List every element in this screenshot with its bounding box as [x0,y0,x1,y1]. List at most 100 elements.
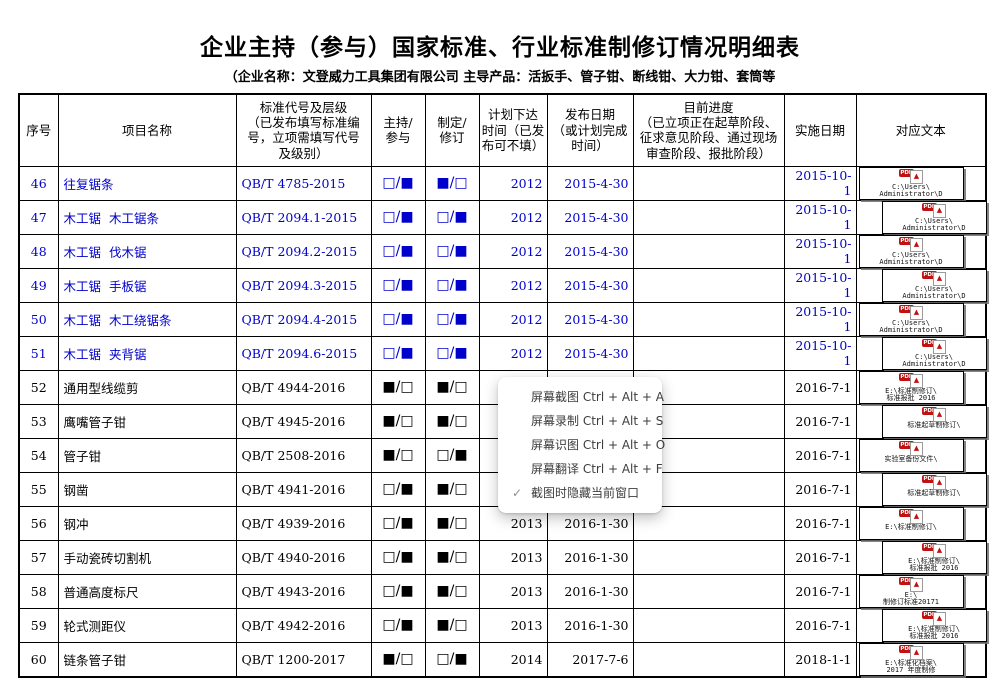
header-progress: 目前进度 （已立项正在起草阶段、 征求意见阶段、通过现场 审查阶段、报批阶段） [632,93,785,167]
pdf-attachment-object[interactable]: PDF ▲ E:\标准化档案\ 2017 年度制修 [858,642,964,676]
project-name-cell: 管子钳 [57,437,237,473]
pdf-attachment-object[interactable]: PDF ▲ 标准起草制修订\ [881,404,987,438]
publish-date-cell: 2015-4-30 [546,267,634,303]
formulate-revise-cell: □/■ [424,437,480,473]
pdf-icon: PDF ▲ [899,304,923,320]
context-menu: 屏幕截图 Ctrl + Alt + A 屏幕录制 Ctrl + Alt + S … [498,377,666,513]
pdf-attachment-object[interactable]: PDF ▲ E:\标准制修订\ 标准报批 2016 [881,608,987,642]
header-document: 对应文本 [855,93,987,167]
standards-table: 序号 项目名称 标准代号及层级 （已发布填写标准编 号，立项需填写代号 及级别）… [18,93,987,678]
pdf-file-path: C:\Users\ Administrator\D [902,284,966,300]
pdf-banner: PDF [922,202,937,211]
serial-cell: 57 [18,539,59,575]
host-participate-cell: □/■ [370,165,426,201]
formulate-revise-cell: □/■ [424,301,480,337]
pdf-banner: PDF [899,440,914,449]
document-cell: PDF ▲ C:\Users\ Administrator\D [855,335,987,371]
publish-date-cell: 2015-4-30 [546,301,634,337]
pdf-attachment-object[interactable]: PDF ▲ C:\Users\ Administrator\D [881,268,987,302]
progress-cell [632,233,785,269]
pdf-attachment-object[interactable]: PDF ▲ E:\标准制修订\ 标准报批 2016 [858,370,964,404]
standard-code-cell: QB/T 4785-2015 [235,165,372,201]
plan-time-cell: 2014 [478,641,548,677]
standard-code-cell: QB/T 2094.2-2015 [235,233,372,269]
pdf-attachment-object[interactable]: PDF ▲ C:\Users\ Administrator\D [858,234,964,268]
host-participate-cell: □/■ [370,233,426,269]
table-row: 58 普通高度标尺 QB/T 4943-2016 □/■ ■/□ 2013 20… [18,573,987,609]
menu-item[interactable]: 屏幕翻译 Ctrl + Alt + F [498,457,663,481]
pdf-attachment-object[interactable]: PDF ▲ 标准起草制修订\ [881,472,987,506]
project-name-cell: 往复锯条 [57,165,237,201]
pdf-file-path: E:\标准制修订\ 标准报批 2016 [885,386,937,402]
host-participate-cell: ■/□ [370,641,426,677]
standard-code-cell: QB/T 1200-2017 [235,641,372,677]
pdf-attachment-object[interactable]: PDF ▲ C:\Users\ Administrator\D [881,200,987,234]
pdf-icon: PDF ▲ [922,338,946,354]
header-serial: 序号 [18,93,59,167]
pdf-banner: PDF [899,236,914,245]
pdf-attachment-object[interactable]: PDF ▲ E:\标准制修订\ [858,506,964,540]
pdf-attachment-object[interactable]: PDF ▲ C:\Users\ Administrator\D [858,166,964,200]
formulate-revise-cell: ■/□ [424,369,480,405]
pdf-banner: PDF [899,304,914,313]
header-implement-date: 实施日期 [783,93,857,167]
pdf-file-path: C:\Users\ Administrator\D [902,352,966,368]
menu-item-label: 截图时隐藏当前窗口 [531,486,640,500]
host-participate-cell: ■/□ [370,403,426,439]
implement-date-cell: 2016-7-1 [783,505,857,541]
implement-date-cell: 2016-7-1 [783,437,857,473]
pdf-page-shape: ▲ [910,169,923,184]
pdf-banner: PDF [899,644,914,653]
publish-date-cell: 2016-1-30 [546,573,634,609]
project-name-cell: 木工锯 木工锯条 [57,199,237,235]
pdf-banner: PDF [922,338,937,347]
menu-item[interactable]: ✓ 截图时隐藏当前窗口 [498,481,662,505]
serial-cell: 59 [18,607,59,643]
pdf-attachment-object[interactable]: PDF ▲ C:\Users\ Administrator\D [858,302,964,336]
pdf-banner: PDF [922,406,937,415]
standard-code-cell: QB/T 4943-2016 [235,573,372,609]
pdf-page-shape: ▲ [933,203,946,218]
serial-cell: 48 [18,233,59,269]
formulate-revise-cell: ■/□ [424,539,480,575]
progress-cell [632,335,785,371]
publish-date-cell: 2016-1-30 [546,539,634,575]
menu-item[interactable]: 屏幕录制 Ctrl + Alt + S [498,409,663,433]
formulate-revise-cell: □/■ [424,335,480,371]
formulate-revise-cell: ■/□ [424,403,480,439]
menu-item-label: 屏幕翻译 Ctrl + Alt + F [531,462,663,476]
pdf-attachment-object[interactable]: PDF ▲ E:\标准制修订\ 标准报批 2016 [881,540,987,574]
project-name-cell: 轮式测距仪 [57,607,237,643]
menu-item[interactable]: 屏幕截图 Ctrl + Alt + A [498,385,664,409]
menu-item-label: 屏幕识图 Ctrl + Alt + O [531,438,666,452]
project-name-cell: 木工锯 木工绕锯条 [57,301,237,337]
document-cell: PDF ▲ 实验室备份文件\ [855,437,987,473]
pdf-file-path: E:\ 制修订标准20171 [882,590,940,606]
pdf-banner: PDF [899,576,914,585]
publish-date-cell: 2015-4-30 [546,233,634,269]
pdf-page-shape: ▲ [910,645,923,660]
publish-date-cell: 2015-4-30 [546,335,634,371]
header-host-participate: 主持/ 参与 [370,93,426,167]
implement-date-cell: 2016-7-1 [783,471,857,507]
pdf-attachment-object[interactable]: PDF ▲ C:\Users\ Administrator\D [881,336,987,370]
menu-item[interactable]: 屏幕识图 Ctrl + Alt + O [498,433,666,457]
publish-date-cell: 2017-7-6 [546,641,634,677]
publish-date-cell: 2016-1-30 [546,607,634,643]
pdf-file-path: C:\Users\ Administrator\D [902,216,966,232]
standard-code-cell: QB/T 4939-2016 [235,505,372,541]
plan-time-cell: 2012 [478,335,548,371]
document-cell: PDF ▲ 标准起草制修订\ [855,403,987,439]
implement-date-cell: 2016-7-1 [783,539,857,575]
table-row: 52 通用型线缆剪 QB/T 4944-2016 ■/□ ■/□ 2013 20… [18,369,987,405]
formulate-revise-cell: □/■ [424,267,480,303]
pdf-attachment-object[interactable]: PDF ▲ 实验室备份文件\ [858,438,964,472]
implement-date-cell: 2016-7-1 [783,573,857,609]
pdf-icon: PDF ▲ [899,440,923,456]
standard-code-cell: QB/T 4945-2016 [235,403,372,439]
pdf-file-path: E:\标准化档案\ 2017 年度制修 [885,658,937,674]
pdf-page-shape: ▲ [910,237,923,252]
pdf-page-shape: ▲ [933,611,946,626]
serial-cell: 54 [18,437,59,473]
pdf-attachment-object[interactable]: PDF ▲ E:\ 制修订标准20171 [858,574,964,608]
